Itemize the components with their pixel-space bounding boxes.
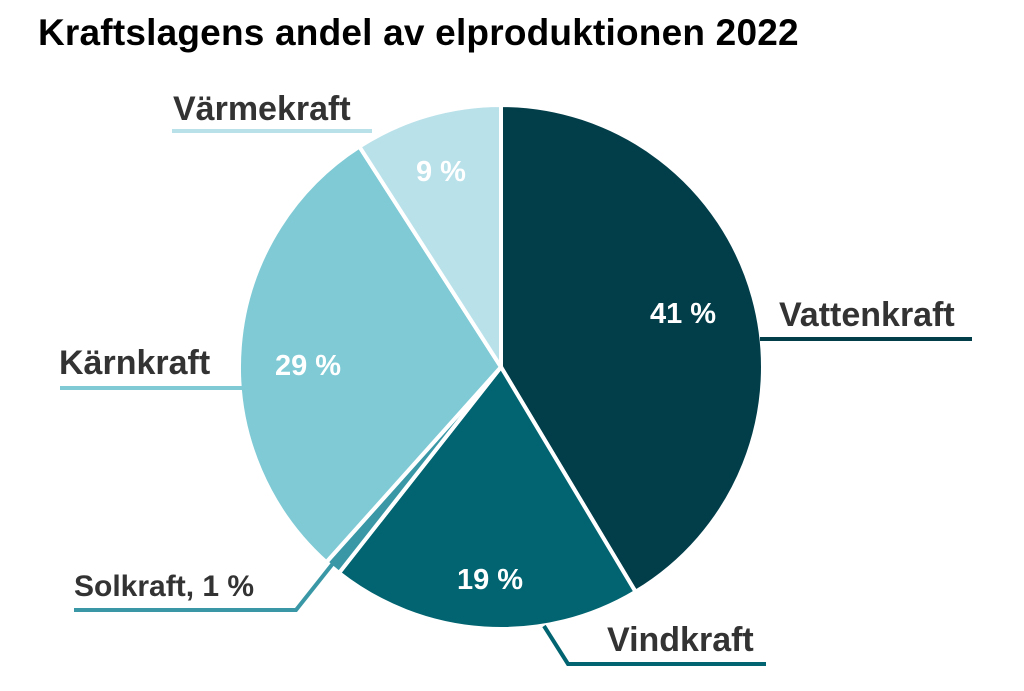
category-label-vindkraft: Vindkraft (607, 621, 754, 659)
chart-title: Kraftslagens andel av elproduktionen 202… (38, 12, 799, 53)
value-label-varmekraft: 9 % (416, 156, 466, 188)
slice-karnkraft (237, 143, 504, 566)
leader-lines (60, 129, 972, 666)
leader-line-solkraft (74, 545, 348, 612)
slice-vattenkraft (499, 102, 765, 595)
slice-value-labels: 41 % 19 % 29 % 9 % (275, 156, 716, 596)
value-label-vindkraft: 19 % (457, 564, 523, 596)
leader-line-vindkraft (542, 624, 766, 666)
category-label-karnkraft: Kärnkraft (59, 344, 210, 382)
category-label-vattenkraft: Vattenkraft (779, 296, 955, 334)
slice-varmekraft (356, 102, 503, 374)
pie-slices (237, 102, 765, 631)
category-labels: Vattenkraft Vindkraft Solkraft, 1 % Kärn… (59, 90, 955, 659)
slice-vindkraft (336, 363, 639, 631)
category-label-varmekraft: Värmekraft (173, 90, 351, 128)
category-label-solkraft: Solkraft, 1 % (74, 570, 254, 603)
value-label-karnkraft: 29 % (275, 350, 341, 382)
value-label-vattenkraft: 41 % (650, 298, 716, 330)
